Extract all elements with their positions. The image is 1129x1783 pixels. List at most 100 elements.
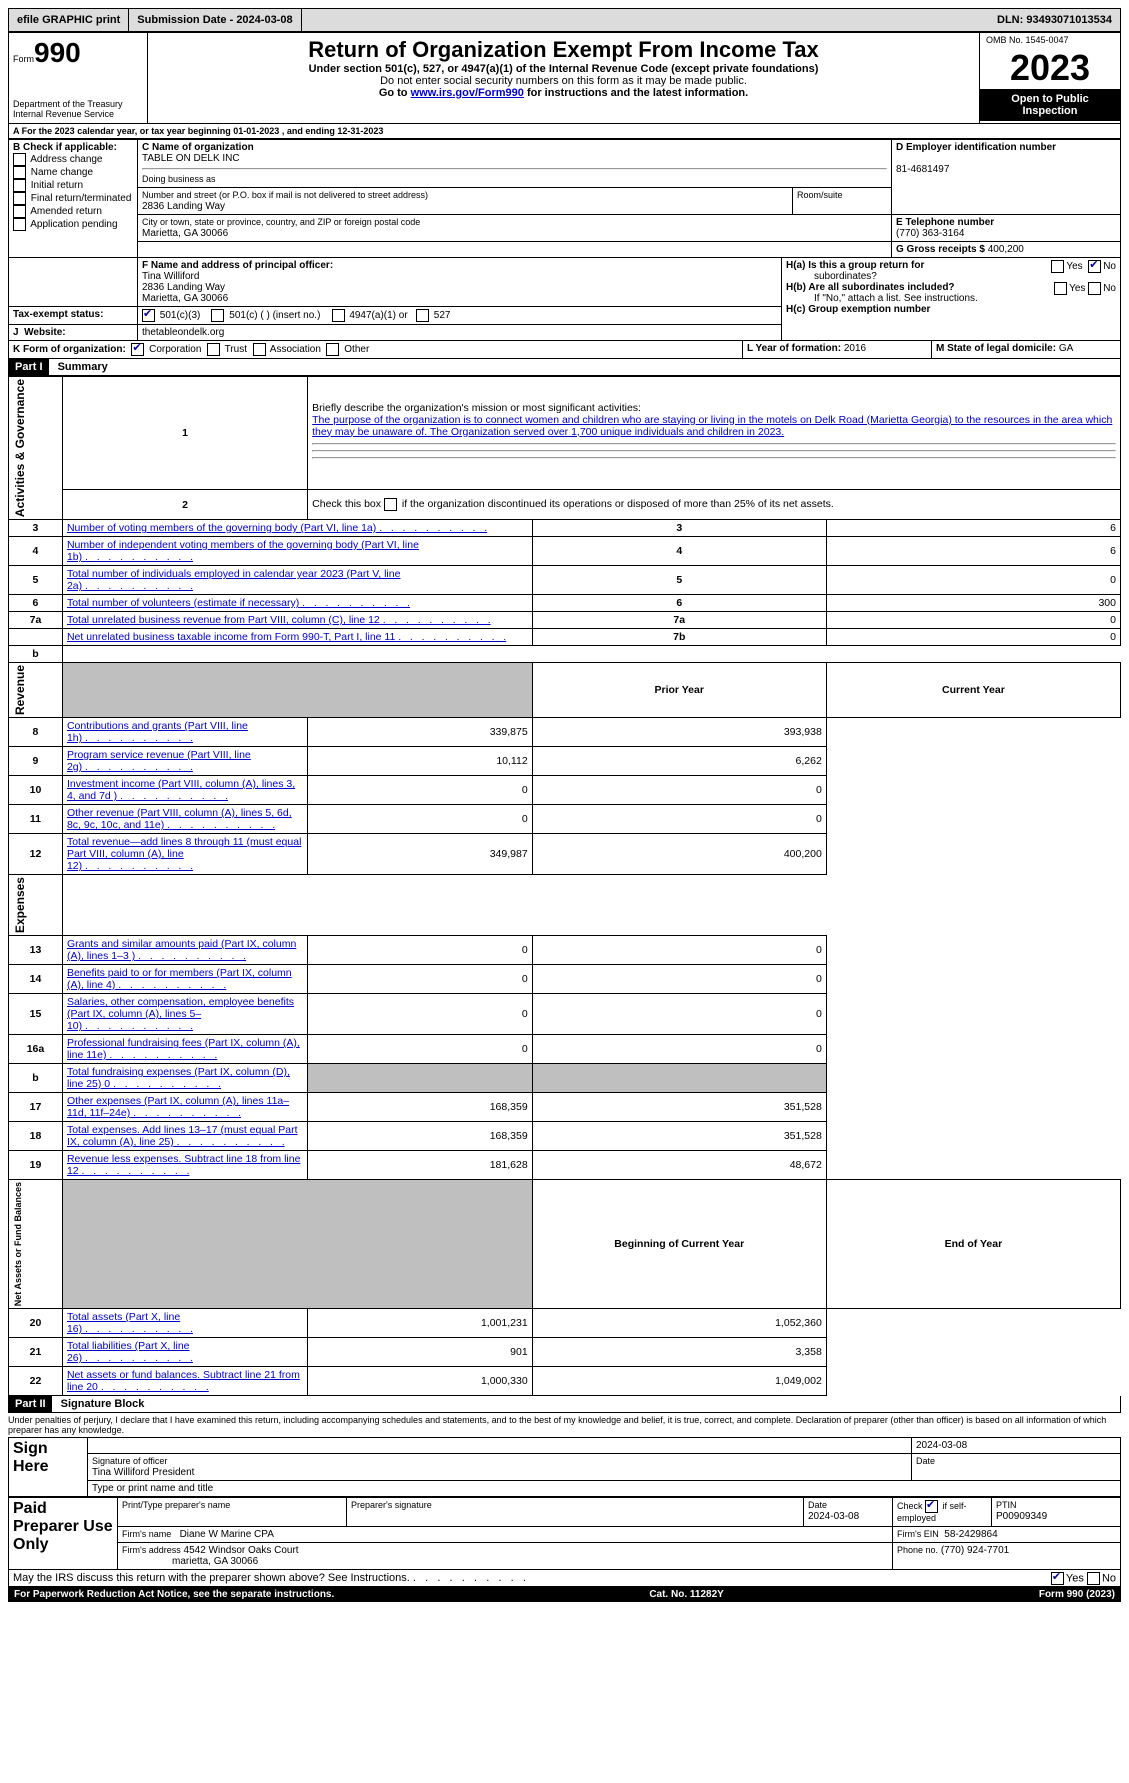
top-toolbar: efile GRAPHIC print Submission Date - 20…: [8, 8, 1121, 32]
501c-checkbox[interactable]: [211, 309, 224, 322]
firm-addr1: 4542 Windsor Oaks Court: [184, 1545, 299, 1556]
part2-header: Part II: [9, 1396, 52, 1412]
boxb-checkbox[interactable]: [13, 192, 26, 205]
officer-sig-name: Tina Williford President: [92, 1467, 194, 1478]
box-f-label: F Name and address of principal officer:: [142, 260, 333, 271]
officer-addr2: Marietta, GA 30066: [142, 293, 228, 304]
dba-label: Doing business as: [142, 174, 216, 184]
hb-no-checkbox[interactable]: [1088, 282, 1101, 295]
hb-yes-checkbox[interactable]: [1054, 282, 1067, 295]
sign-date: 2024-03-08: [916, 1440, 967, 1451]
street-value: 2836 Landing Way: [142, 201, 225, 212]
footer-right: Form 990 (2023): [1039, 1589, 1115, 1600]
k-corp-checkbox[interactable]: [131, 343, 144, 356]
line2-text: Check this box if the organization disco…: [312, 498, 834, 510]
irs-link[interactable]: www.irs.gov/Form990: [411, 87, 524, 99]
k-trust-checkbox[interactable]: [207, 343, 220, 356]
sig-officer-label: Signature of officer: [92, 1456, 167, 1466]
box-m-label: M State of legal domicile:: [936, 343, 1059, 354]
box-c-label: C Name of organization: [142, 142, 254, 153]
phone-value: (770) 363-3164: [896, 228, 964, 239]
irs-label: Internal Revenue Service: [13, 109, 143, 119]
org-name: TABLE ON DELK INC: [142, 153, 240, 164]
date-label: Date: [916, 1456, 935, 1466]
footer-mid: Cat. No. 11282Y: [649, 1589, 723, 1600]
ein-value: 81-4681497: [896, 164, 949, 175]
boxb-checkbox[interactable]: [13, 153, 26, 166]
dln-label: DLN: 93493071013534: [989, 9, 1120, 31]
form-subtitle2: Do not enter social security numbers on …: [152, 75, 975, 87]
box-i-label: Tax-exempt status:: [13, 309, 103, 320]
k-other-checkbox[interactable]: [326, 343, 339, 356]
city-value: Marietta, GA 30066: [142, 228, 228, 239]
section-a-period: A For the 2023 calendar year, or tax yea…: [8, 124, 1121, 139]
side-activities: Activities & Governance: [13, 379, 27, 517]
hb-label: H(b) Are all subordinates included?: [786, 282, 955, 293]
firm-name: Diane W Marine CPA: [180, 1529, 274, 1540]
501c3-checkbox[interactable]: [142, 309, 155, 322]
box-l-label: L Year of formation:: [747, 343, 844, 354]
col-current: Current Year: [826, 663, 1120, 718]
firm-addr2: marietta, GA 30066: [172, 1556, 258, 1567]
form-subtitle3: Go to www.irs.gov/Form990 for instructio…: [152, 87, 975, 99]
self-employed-checkbox[interactable]: [925, 1500, 938, 1513]
firm-ein: 58-2429864: [944, 1529, 997, 1540]
part1-title: Summary: [52, 361, 108, 373]
line1-label: Briefly describe the organization's miss…: [312, 402, 641, 414]
side-revenue: Revenue: [13, 665, 27, 715]
boxb-checkbox[interactable]: [13, 205, 26, 218]
discuss-yes-checkbox[interactable]: [1051, 1572, 1064, 1585]
hc-label: H(c) Group exemption number: [786, 304, 1116, 315]
col-prior: Prior Year: [532, 663, 826, 718]
line1-text: The purpose of the organization is to co…: [312, 414, 1112, 438]
side-net: Net Assets or Fund Balances: [13, 1182, 23, 1306]
boxb-checkbox[interactable]: [13, 166, 26, 179]
ha-yes-checkbox[interactable]: [1051, 260, 1064, 273]
form-subtitle1: Under section 501(c), 527, or 4947(a)(1)…: [152, 63, 975, 75]
box-b-label: B Check if applicable:: [13, 142, 133, 153]
ha-no-checkbox[interactable]: [1088, 260, 1101, 273]
form-number: 990: [34, 37, 81, 68]
firm-phone: (770) 924-7701: [941, 1545, 1009, 1556]
declaration-text: Under penalties of perjury, I declare th…: [8, 1413, 1121, 1437]
inspection-box: Open to Public Inspection: [980, 89, 1120, 121]
discuss-no-checkbox[interactable]: [1087, 1572, 1100, 1585]
4947-checkbox[interactable]: [332, 309, 345, 322]
col-end: End of Year: [826, 1180, 1120, 1309]
box-e-label: E Telephone number: [896, 217, 994, 228]
paid-preparer-label: Paid Preparer Use Only: [9, 1498, 118, 1570]
footer-left: For Paperwork Reduction Act Notice, see …: [14, 1589, 334, 1600]
box-j-label: J Website:: [13, 327, 66, 338]
form-title: Return of Organization Exempt From Incom…: [152, 37, 975, 63]
website-value: thetableondelk.org: [142, 327, 224, 338]
527-checkbox[interactable]: [416, 309, 429, 322]
footer-bar: For Paperwork Reduction Act Notice, see …: [8, 1587, 1121, 1602]
room-label: Room/suite: [797, 190, 843, 200]
box-g-label: G Gross receipts $: [896, 244, 988, 255]
discuss-row: May the IRS discuss this return with the…: [8, 1570, 1121, 1587]
efile-label[interactable]: efile GRAPHIC print: [9, 9, 129, 31]
submission-date: Submission Date - 2024-03-08: [129, 9, 301, 31]
city-label: City or town, state or province, country…: [142, 217, 420, 227]
omb-number: OMB No. 1545-0047: [980, 33, 1120, 47]
line2-checkbox[interactable]: [384, 498, 397, 511]
form-prefix: Form: [13, 54, 34, 64]
ptin-value: P00909349: [996, 1511, 1047, 1522]
gross-receipts: 400,200: [988, 244, 1024, 255]
treasury-dept: Department of the Treasury: [13, 99, 143, 109]
box-k-label: K Form of organization:: [13, 344, 126, 355]
ha-label: H(a) Is this a group return for: [786, 260, 924, 271]
officer-name: Tina Williford: [142, 271, 199, 282]
boxb-checkbox[interactable]: [13, 218, 26, 231]
part2-title: Signature Block: [55, 1398, 145, 1410]
col-beginning: Beginning of Current Year: [532, 1180, 826, 1309]
sign-here-label: Sign Here: [9, 1438, 88, 1497]
box-d-label: D Employer identification number: [896, 142, 1056, 153]
part1-header: Part I: [9, 359, 49, 375]
k-assoc-checkbox[interactable]: [253, 343, 266, 356]
type-name-label: Type or print name and title: [88, 1481, 1121, 1497]
officer-addr1: 2836 Landing Way: [142, 282, 225, 293]
boxb-checkbox[interactable]: [13, 179, 26, 192]
street-label: Number and street (or P.O. box if mail i…: [142, 190, 428, 200]
tax-year: 2023: [980, 47, 1120, 89]
